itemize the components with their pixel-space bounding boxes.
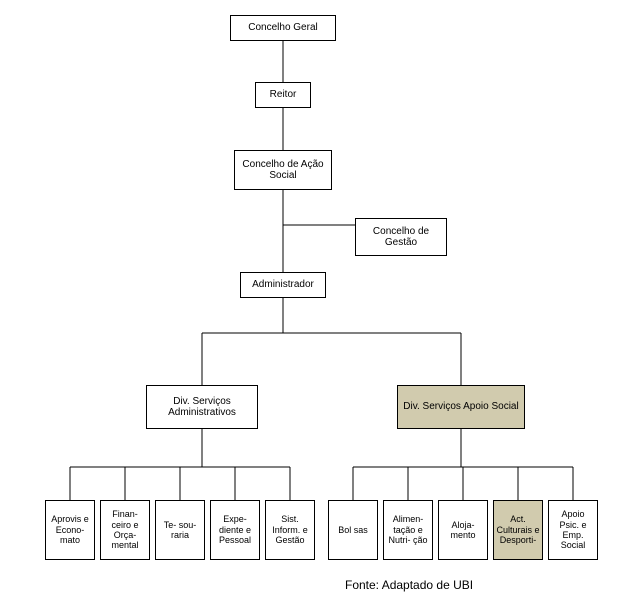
source-caption-text: Fonte: Adaptado de UBI <box>345 578 473 592</box>
node-leaf-alim: Alimen- tação e Nutri- ção <box>383 500 433 560</box>
node-div-administrativos: Div. Serviços Administrativos <box>146 385 258 429</box>
node-div-apoio-social: Div. Serviços Apoio Social <box>397 385 525 429</box>
node-concelho-geral: Concelho Geral <box>230 15 336 41</box>
node-leaf-aloj: Aloja- mento <box>438 500 488 560</box>
node-leaf-aprovis: Aprovis e Econo- mato <box>45 500 95 560</box>
node-leaf-act: Act. Culturais e Desporti- <box>493 500 543 560</box>
node-leaf-finan: Finan- ceiro e Orça- mental <box>100 500 150 560</box>
node-concelho-gestao: Concelho de Gestão <box>355 218 447 256</box>
node-administrador: Administrador <box>240 272 326 298</box>
source-caption: Fonte: Adaptado de UBI <box>345 578 473 592</box>
node-reitor: Reitor <box>255 82 311 108</box>
node-leaf-sist: Sist. Inform. e Gestão <box>265 500 315 560</box>
node-leaf-apoio: Apoio Psic. e Emp. Social <box>548 500 598 560</box>
node-leaf-tesou: Te- sou- raria <box>155 500 205 560</box>
node-leaf-bolsas: Bol sas <box>328 500 378 560</box>
node-leaf-exped: Expe- diente e Pessoal <box>210 500 260 560</box>
node-concelho-acao: Concelho de Ação Social <box>234 150 332 190</box>
